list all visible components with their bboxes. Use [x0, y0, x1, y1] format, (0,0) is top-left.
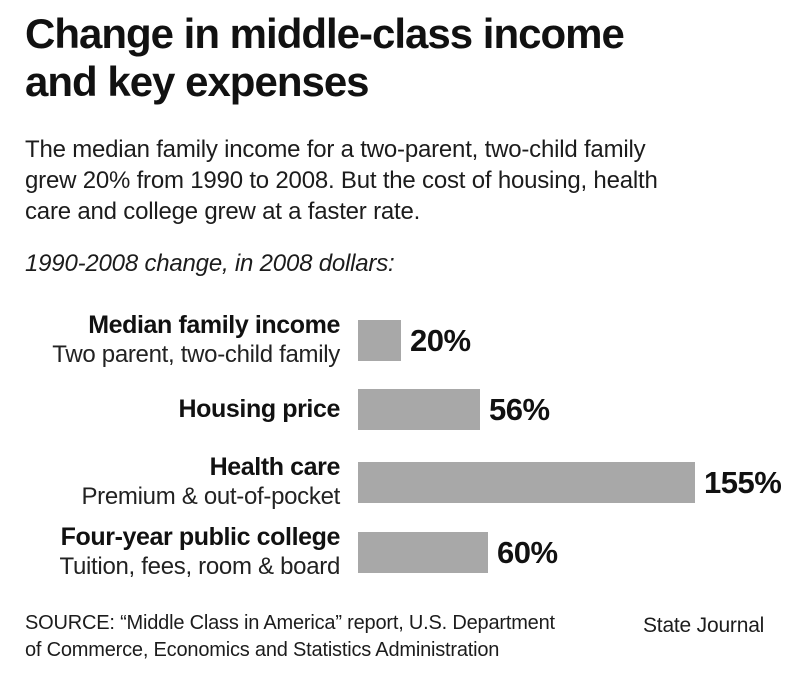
value-label: 56%: [489, 391, 550, 427]
row-labels-median-family-income: Median family income Two parent, two-chi…: [0, 310, 340, 370]
bar-housing-price: [358, 389, 480, 430]
chart-title-line-2: and key expenses: [25, 58, 370, 105]
bar-row-four-year-public-college: 60%: [358, 532, 558, 573]
row-sublabel: Premium & out-of-pocket: [81, 483, 340, 510]
units-note: 1990-2008 change, in 2008 dollars:: [25, 250, 395, 277]
row-label: Four-year public college: [60, 523, 341, 551]
credit-state-journal: State Journal: [643, 614, 765, 637]
description-line: The median family income for a two-paren…: [25, 136, 646, 163]
row-labels-health-care: Health care Premium & out-of-pocket: [0, 452, 340, 512]
bar-row-health-care: 155%: [358, 462, 782, 503]
bar-health-care: [358, 462, 695, 503]
bar-median-family-income: [358, 320, 401, 361]
row-labels-four-year-public-college: Four-year public college Tuition, fees, …: [0, 522, 341, 582]
chart-title: Change in middle-class income and key ex…: [25, 10, 625, 106]
value-label: 20%: [410, 322, 471, 358]
row-sublabel: Tuition, fees, room & board: [59, 553, 341, 580]
chart-description: The median family income for a two-paren…: [25, 134, 658, 227]
row-labels-housing-price: Housing price: [0, 394, 341, 424]
source-note: SOURCE: “Middle Class in America” report…: [25, 610, 555, 664]
row-sublabel: Two parent, two-child family: [52, 341, 340, 368]
bar-row-median-family-income: 20%: [358, 320, 471, 361]
row-label: Health care: [209, 453, 341, 481]
source-line-1: SOURCE: “Middle Class in America” report…: [25, 612, 555, 634]
value-label: 60%: [497, 534, 558, 570]
row-label: Median family income: [88, 311, 340, 339]
bar-row-housing-price: 56%: [358, 389, 550, 430]
row-label: Housing price: [178, 395, 341, 423]
description-line: grew 20% from 1990 to 2008. But the cost…: [25, 167, 658, 194]
source-line-2: of Commerce, Economics and Statistics Ad…: [25, 639, 500, 661]
description-line: care and college grew at a faster rate.: [25, 198, 421, 225]
value-label: 155%: [704, 464, 782, 500]
bar-four-year-public-college: [358, 532, 488, 573]
chart-title-line-1: Change in middle-class income: [25, 10, 625, 57]
